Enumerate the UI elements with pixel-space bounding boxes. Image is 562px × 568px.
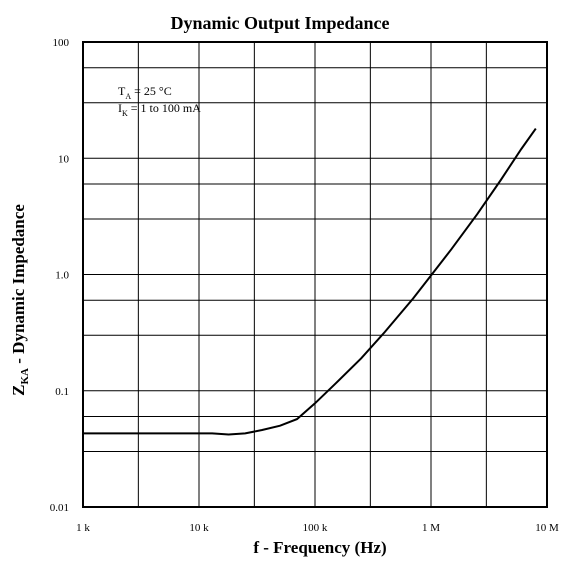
x-tick-label: 100 k bbox=[303, 522, 328, 534]
impedance-curve bbox=[83, 128, 537, 436]
x-tick-label: 1 k bbox=[76, 522, 90, 534]
y-axis-label: ZKA - Dynamic Impedance bbox=[9, 204, 31, 396]
y-tick-label: 10 bbox=[58, 153, 70, 165]
tick-labels: 1 k 10 k 100 k 1 M 10 M 0.01 0.1 1.0 10 100 bbox=[50, 37, 559, 534]
x-tick-label: 10 M bbox=[535, 522, 559, 534]
annotation-temperature: TA = 25 °C bbox=[118, 84, 172, 101]
annotation-temperature-subscript: A bbox=[125, 92, 131, 101]
y-axis-label-main: Z bbox=[9, 385, 28, 396]
chart-title: Dynamic Output Impedance bbox=[170, 13, 389, 33]
plot-frame bbox=[82, 41, 548, 508]
x-tick-label: 10 k bbox=[189, 522, 209, 534]
x-axis-label: f - Frequency (Hz) bbox=[253, 538, 386, 557]
annotation-current: IK = 1 to 100 mA bbox=[118, 101, 201, 118]
annotation-current-symbol: I bbox=[118, 101, 122, 115]
annotation-temperature-text: = 25 °C bbox=[131, 84, 172, 98]
y-tick-label: 0.1 bbox=[55, 386, 69, 398]
x-tick-label: 1 M bbox=[422, 522, 440, 534]
y-tick-label: 1.0 bbox=[55, 270, 69, 282]
annotation-current-subscript: K bbox=[122, 109, 128, 118]
y-axis-label-rest: - Dynamic Impedance bbox=[9, 204, 28, 368]
annotation-temperature-symbol: T bbox=[118, 84, 126, 98]
y-tick-label: 100 bbox=[53, 37, 70, 49]
annotation-current-text: = 1 to 100 mA bbox=[128, 101, 201, 115]
y-axis-label-subscript: KA bbox=[19, 368, 31, 385]
y-tick-label: 0.01 bbox=[50, 502, 69, 514]
